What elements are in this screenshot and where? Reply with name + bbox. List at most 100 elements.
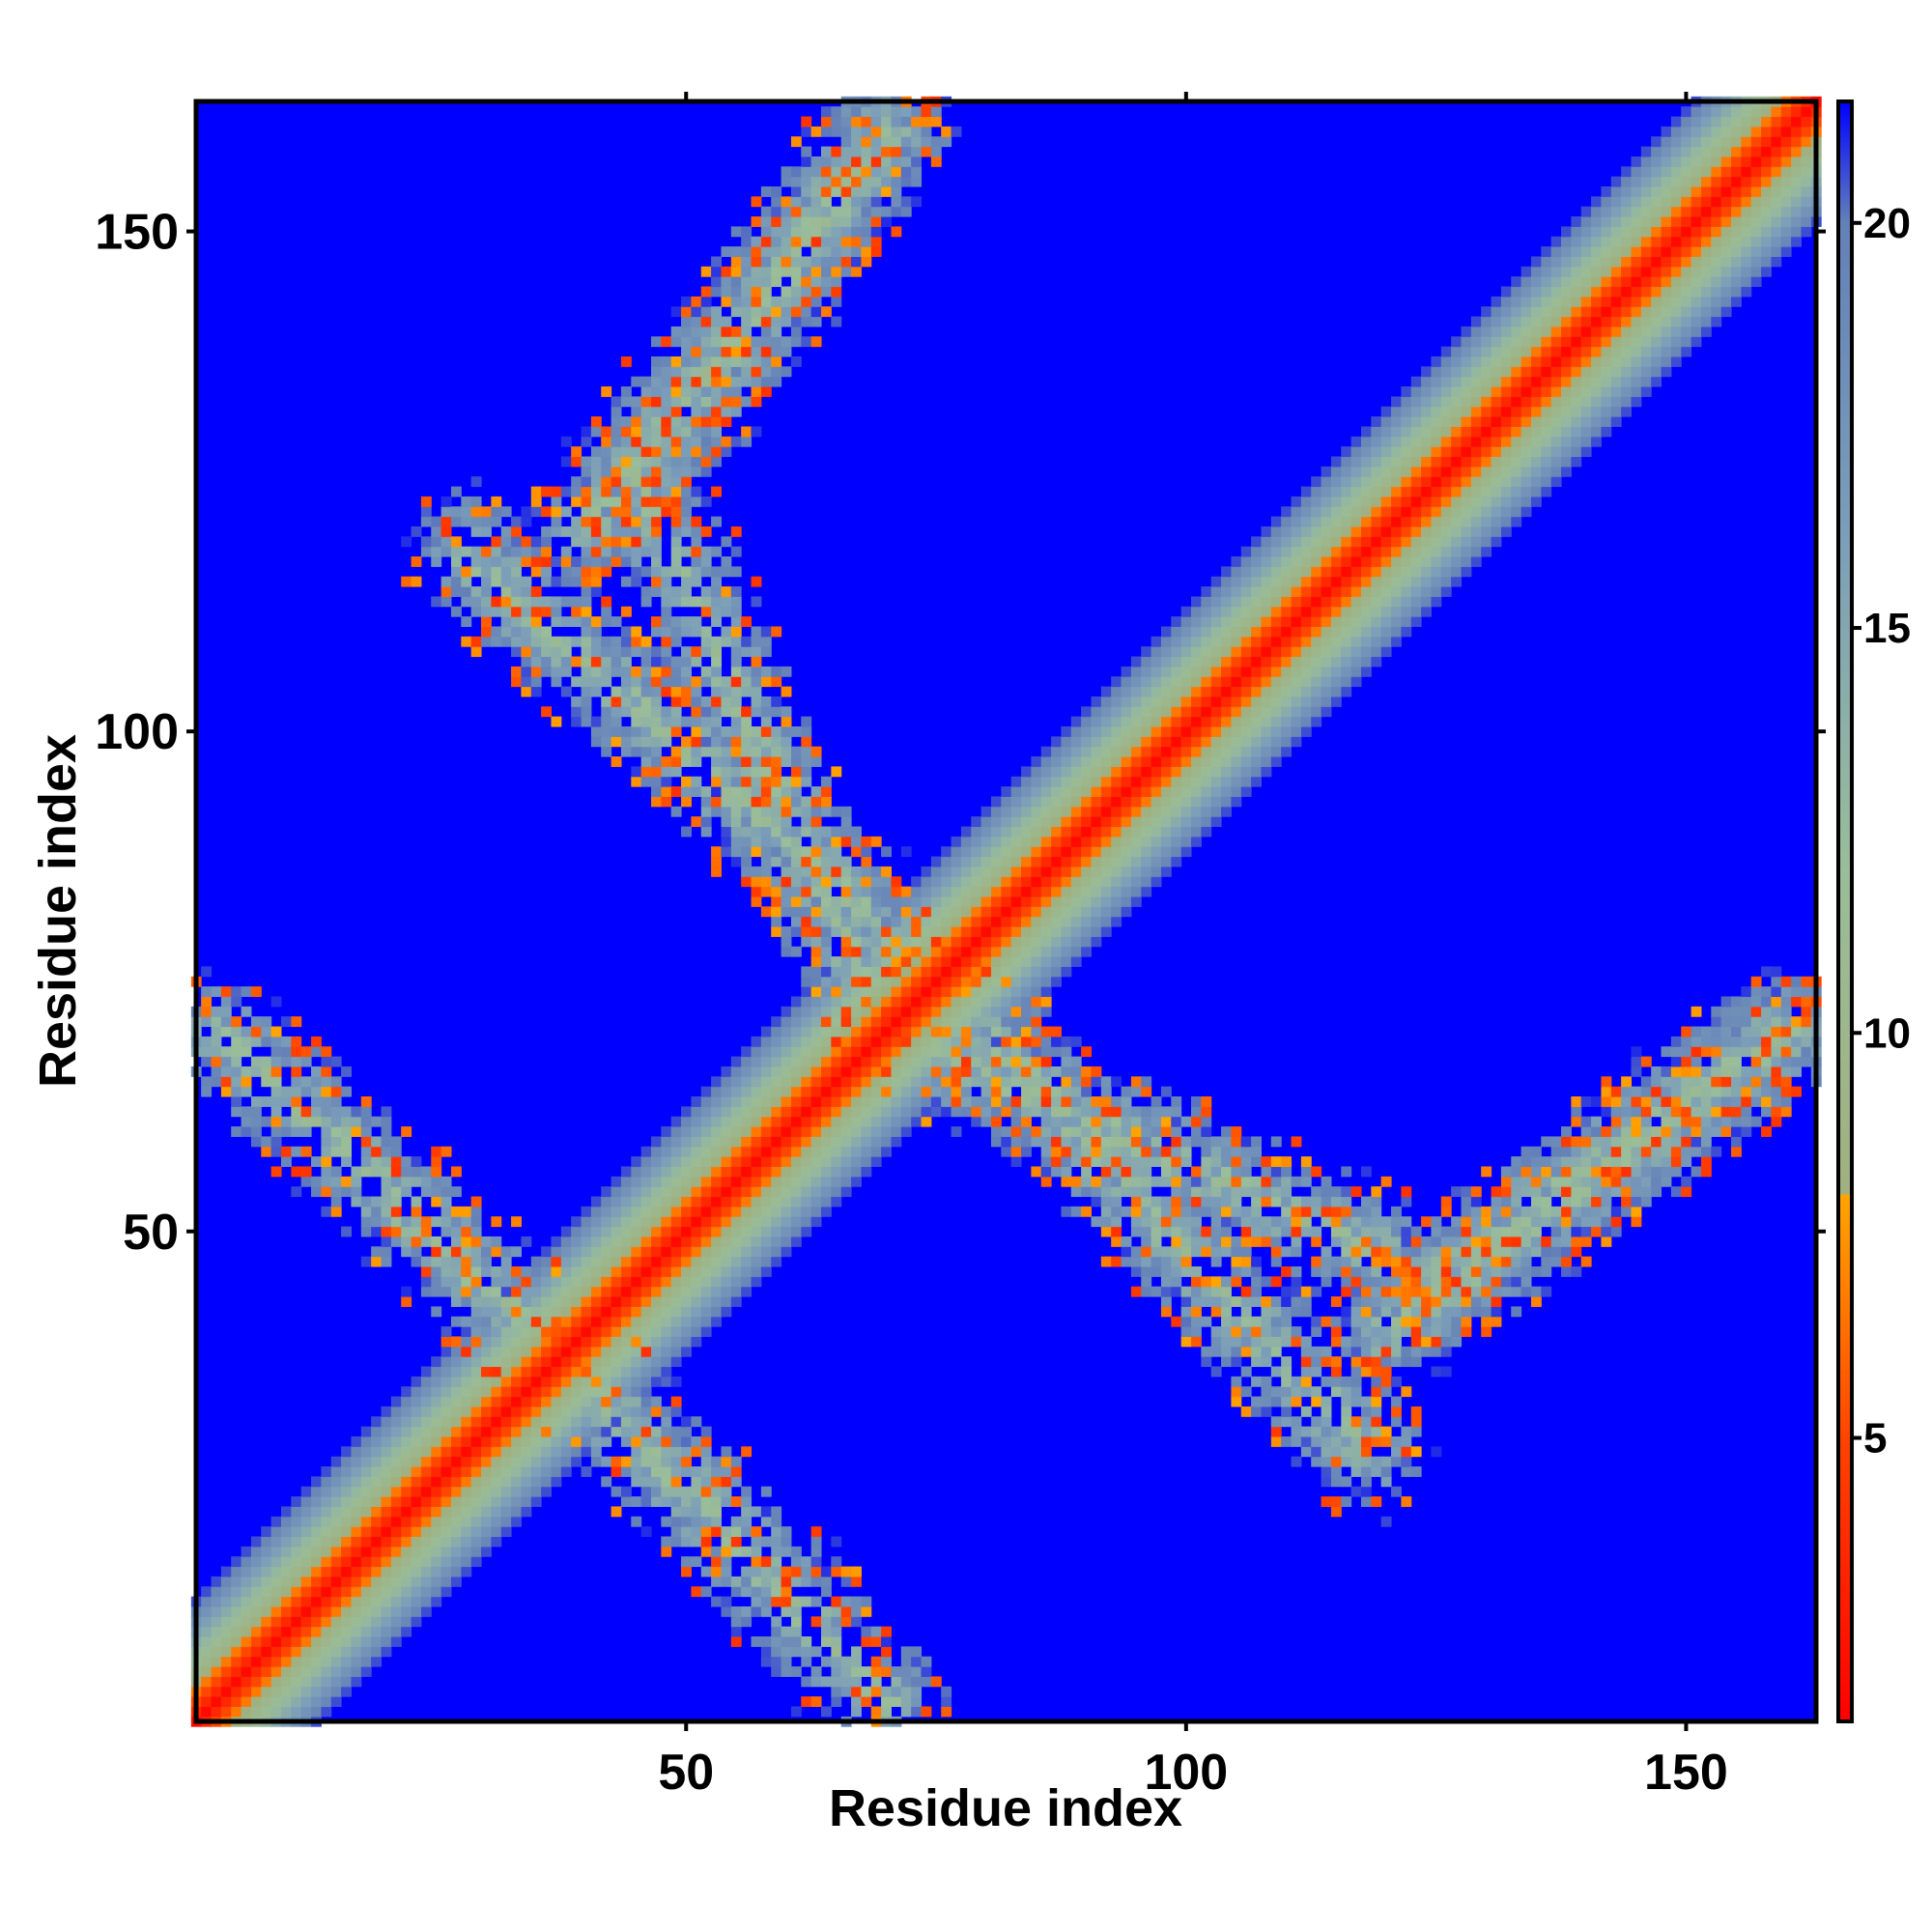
heatmap-cell [801, 895, 812, 907]
heatmap-cell [881, 956, 892, 967]
heatmap-cell [1070, 856, 1082, 867]
heatmap-cell [1061, 725, 1072, 737]
heatmap-cell [1061, 826, 1072, 838]
heatmap-cell [631, 1206, 642, 1217]
heatmap-cell [431, 1216, 442, 1228]
heatmap-cell [590, 1386, 602, 1398]
heatmap-cell [711, 486, 723, 497]
heatmap-cell [351, 1526, 362, 1538]
heatmap-cell [891, 1065, 902, 1077]
heatmap-cell [810, 1696, 822, 1708]
heatmap-cell [801, 986, 812, 998]
heatmap-cell [1201, 746, 1212, 757]
heatmap-cell [1160, 1226, 1172, 1237]
heatmap-cell [711, 1226, 723, 1237]
heatmap-cell [1021, 886, 1032, 897]
heatmap-cell [1111, 1136, 1122, 1148]
heatmap-cell [1130, 1176, 1142, 1187]
heatmap-cell [620, 1406, 632, 1417]
heatmap-cell [911, 996, 923, 1008]
heatmap-cell [360, 1626, 372, 1637]
heatmap-cell [500, 1376, 512, 1387]
heatmap-cell [1051, 1166, 1062, 1178]
heatmap-cell [1201, 636, 1212, 647]
heatmap-cell [440, 1346, 452, 1357]
heatmap-cell [1160, 1176, 1172, 1187]
heatmap-cell [1021, 966, 1032, 978]
heatmap-cell [601, 436, 612, 447]
heatmap-cell [810, 276, 822, 288]
heatmap-cell [300, 1106, 312, 1118]
heatmap-cell [1201, 766, 1212, 778]
heatmap-cell [670, 386, 682, 397]
heatmap-cell [730, 286, 742, 298]
heatmap-cell [291, 1516, 302, 1527]
heatmap-cell [1191, 1296, 1202, 1307]
heatmap-cell [831, 106, 842, 118]
heatmap-cell [921, 1065, 932, 1077]
heatmap-cell [1010, 1146, 1022, 1157]
heatmap-cell [250, 1036, 262, 1047]
heatmap-cell [891, 886, 902, 897]
heatmap-cell [930, 996, 942, 1008]
heatmap-cell [930, 1036, 942, 1047]
heatmap-cell [1201, 756, 1212, 767]
heatmap-cell [1151, 736, 1162, 748]
heatmap-cell [1191, 786, 1202, 797]
heatmap-cell [381, 1106, 392, 1118]
heatmap-cell [571, 1426, 582, 1437]
heatmap-cell [851, 166, 862, 178]
heatmap-cell [541, 1446, 553, 1458]
heatmap-cell [560, 506, 572, 518]
heatmap-cell [420, 1516, 432, 1527]
heatmap-cell [691, 436, 702, 447]
heatmap-cell [620, 546, 632, 557]
heatmap-cell [730, 1236, 742, 1247]
heatmap-cell [721, 1166, 732, 1178]
heatmap-cell [651, 1406, 662, 1417]
heatmap-cell [1061, 906, 1072, 918]
heatmap-cell [751, 286, 762, 298]
heatmap-cell [640, 1226, 652, 1237]
heatmap-cell [711, 566, 723, 578]
heatmap-cell [721, 406, 732, 417]
heatmap-cell [640, 1366, 652, 1378]
heatmap-cell [381, 1526, 392, 1538]
heatmap-cell [280, 1116, 292, 1127]
heatmap-cell [760, 1036, 772, 1047]
heatmap-cell [921, 1026, 932, 1037]
heatmap-cell [730, 1546, 742, 1557]
heatmap-cell [1151, 1096, 1162, 1107]
heatmap-cell [611, 1286, 622, 1297]
heatmap-cell [1201, 1236, 1212, 1247]
heatmap-cell [730, 1576, 742, 1587]
heatmap-cell [411, 576, 422, 587]
heatmap-cell [631, 1306, 642, 1318]
heatmap-cell [741, 1586, 753, 1598]
heatmap-cell [631, 1346, 642, 1357]
heatmap-cell [771, 276, 782, 288]
heatmap-cell [801, 776, 812, 787]
heatmap-cell [691, 1256, 702, 1267]
heatmap-cell [1121, 746, 1132, 757]
heatmap-cell [1160, 1216, 1172, 1228]
heatmap-cell [530, 626, 542, 638]
heatmap-cell [431, 1586, 442, 1598]
heatmap-cell [1201, 666, 1212, 677]
heatmap-cell [851, 146, 862, 157]
heatmap-cell [470, 1496, 482, 1507]
heatmap-cell [760, 1576, 772, 1587]
heatmap-cell [470, 1526, 482, 1538]
heatmap-cell [450, 576, 462, 587]
heatmap-cell [390, 1626, 402, 1637]
heatmap-cell [790, 1106, 802, 1118]
heatmap-cell [1081, 1076, 1093, 1088]
heatmap-cell [1031, 1065, 1042, 1077]
heatmap-cell [760, 1096, 772, 1107]
heatmap-cell [581, 1466, 592, 1477]
heatmap-cell [711, 516, 723, 527]
heatmap-cell [1091, 1116, 1102, 1127]
heatmap-cell [241, 1666, 252, 1677]
heatmap-cell [611, 1256, 622, 1267]
heatmap-cell [241, 1556, 252, 1568]
